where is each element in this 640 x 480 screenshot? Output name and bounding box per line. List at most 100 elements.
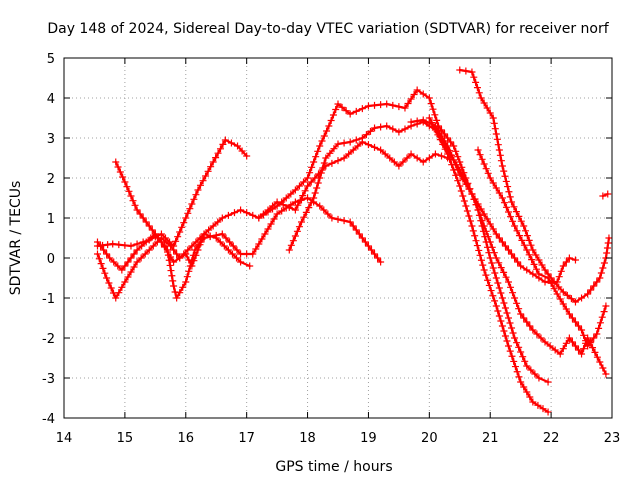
data-point-marker — [599, 264, 607, 272]
y-tick-labels: -4 -3 -2 -1 0 1 2 3 4 5 — [42, 52, 55, 427]
data-point-marker — [477, 205, 485, 213]
plot-frame — [63, 57, 613, 419]
data-point-marker — [460, 197, 468, 205]
data-point-marker — [371, 143, 379, 151]
data-point-marker — [221, 136, 229, 144]
data-point-marker — [427, 100, 435, 108]
data-point-marker — [315, 170, 323, 178]
data-point-marker — [591, 348, 599, 356]
data-point-marker — [431, 150, 439, 158]
data-point-marker — [563, 291, 571, 299]
data-point-marker — [264, 206, 272, 214]
data-point-marker — [489, 264, 497, 272]
data-point-marker — [531, 370, 539, 378]
data-point-marker — [513, 299, 521, 307]
data-point-marker — [329, 111, 337, 119]
data-point-marker — [587, 338, 595, 346]
data-point-marker — [501, 304, 509, 312]
x-tick-label: 18 — [299, 431, 316, 446]
data-point-marker — [532, 251, 540, 259]
data-point-marker — [603, 249, 611, 257]
x-tick-label: 15 — [117, 431, 134, 446]
data-point-marker — [145, 222, 153, 230]
data-point-marker — [484, 169, 492, 177]
data-point-marker — [444, 154, 452, 162]
data-point-marker — [234, 142, 242, 150]
data-point-marker — [480, 266, 488, 274]
data-point-marker — [110, 258, 118, 266]
data-point-marker — [495, 234, 503, 242]
data-point-marker — [483, 104, 491, 112]
data-point-marker — [395, 128, 403, 136]
data-point-marker — [172, 237, 180, 245]
series-series-6 — [255, 138, 452, 222]
y-tick-label: 4 — [47, 92, 55, 107]
data-point-marker — [450, 142, 458, 150]
data-point-marker — [364, 102, 372, 110]
data-point-marker — [599, 192, 607, 200]
data-point-marker — [494, 307, 502, 315]
data-point-marker — [133, 258, 141, 266]
data-point-marker — [93, 238, 101, 246]
data-point-marker — [517, 262, 525, 270]
data-point-marker — [525, 251, 533, 259]
x-tick-label: 21 — [482, 431, 499, 446]
data-point-marker — [580, 345, 588, 353]
data-point-marker — [219, 140, 227, 148]
data-point-marker — [160, 243, 168, 251]
data-point-marker — [352, 136, 360, 144]
data-point-marker — [131, 201, 139, 209]
data-point-marker — [497, 317, 505, 325]
data-point-marker — [374, 254, 382, 262]
data-point-marker — [515, 212, 523, 220]
data-point-marker — [503, 337, 511, 345]
data-point-marker — [511, 363, 519, 371]
data-point-marker — [224, 211, 232, 219]
data-point-marker — [293, 227, 301, 235]
data-point-marker — [474, 200, 482, 208]
data-point-marker — [562, 305, 570, 313]
data-point-marker — [468, 190, 476, 198]
data-point-marker — [568, 314, 576, 322]
data-point-marker — [498, 294, 506, 302]
data-point-marker — [185, 256, 193, 264]
data-point-marker — [600, 259, 608, 267]
data-point-marker — [523, 362, 531, 370]
data-point-marker — [311, 189, 319, 197]
data-point-marker — [330, 145, 338, 153]
data-point-marker — [497, 264, 505, 272]
data-point-marker — [504, 208, 512, 216]
data-point-marker — [342, 107, 350, 115]
data-point-marker — [381, 150, 389, 158]
data-point-marker — [438, 152, 446, 160]
data-point-marker — [116, 168, 124, 176]
data-point-marker — [407, 118, 415, 126]
data-point-marker — [523, 318, 531, 326]
data-point-marker — [95, 255, 103, 263]
data-point-marker — [508, 324, 516, 332]
data-point-marker — [306, 169, 314, 177]
data-point-marker — [127, 268, 135, 276]
data-point-marker — [129, 197, 137, 205]
data-point-marker — [294, 201, 302, 209]
data-point-marker — [291, 186, 299, 194]
data-point-marker — [457, 187, 465, 195]
data-point-marker — [410, 91, 418, 98]
data-point-marker — [504, 314, 512, 322]
data-point-marker — [506, 319, 514, 327]
data-point-marker — [557, 267, 565, 275]
data-point-marker — [480, 99, 488, 107]
data-point-marker — [170, 242, 178, 250]
data-point-marker — [289, 237, 297, 245]
data-point-marker — [518, 236, 526, 244]
data-point-marker — [477, 94, 485, 102]
data-point-marker — [547, 279, 555, 287]
data-point-marker — [527, 241, 535, 249]
data-point-marker — [349, 222, 357, 230]
data-point-marker — [207, 163, 215, 171]
data-point-marker — [259, 210, 267, 218]
data-point-marker — [179, 283, 187, 291]
data-point-marker — [480, 160, 488, 168]
data-point-marker — [605, 234, 613, 242]
data-point-marker — [511, 222, 519, 230]
